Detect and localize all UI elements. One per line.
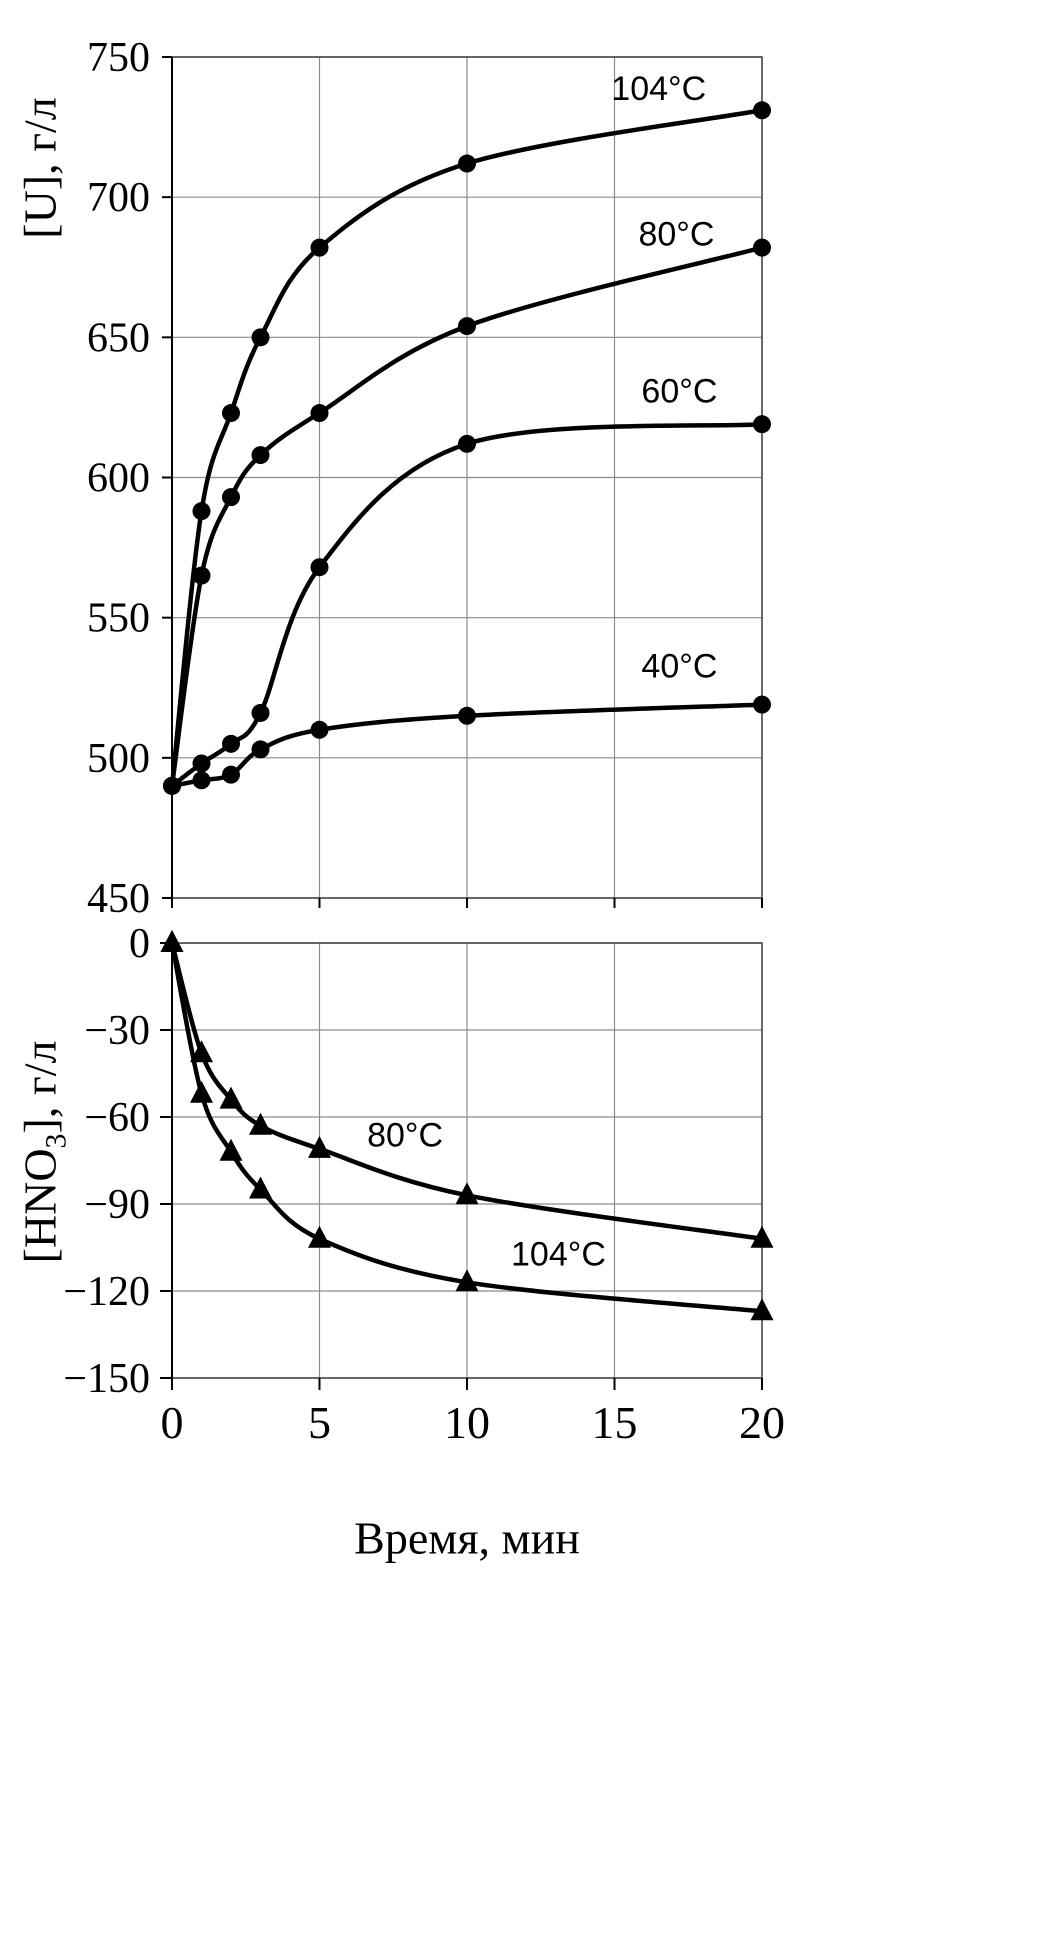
y-tick-label: 700 [87,175,150,221]
series-annotation-label: 60°C [641,373,717,411]
lower-y-axis-title-pre: [HNO [14,1148,66,1264]
x-tick-label: 5 [308,1397,331,1448]
x-axis-title: Время, мин [354,1512,580,1564]
series-line-0 [169,108,765,789]
data-point-triangle [219,1138,243,1161]
y-tick-label: 650 [87,315,150,361]
data-point-circle [222,404,240,423]
data-point-triangle [219,1086,243,1109]
data-point-circle [310,720,329,739]
data-point-triangle [308,1135,331,1158]
data-point-triangle [160,930,184,952]
y-tick-label: −60 [84,1095,150,1141]
data-point-circle [753,415,771,434]
x-tick-label: 10 [444,1397,490,1448]
y-tick-label: −30 [84,1008,150,1054]
data-point-circle [458,317,476,336]
data-point-triangle [750,1225,774,1248]
data-point-triangle [190,1080,213,1103]
data-point-circle [310,404,329,423]
lower-y-axis-title-sub: 3 [39,1133,73,1149]
series-annotation-label: 80°C [638,216,714,254]
data-point-circle [251,740,270,759]
lower-y-axis-title: [HNO3], г/л [14,1040,73,1264]
data-point-triangle [455,1269,479,1292]
y-tick-label: −150 [63,1356,150,1402]
y-tick-label: 450 [87,876,150,922]
data-point-circle [251,446,270,465]
series-line-1 [169,245,765,789]
upper-y-axis-title: [U], г/л [14,97,67,238]
data-point-circle [458,154,476,173]
data-point-triangle [750,1298,774,1321]
data-point-circle [222,734,240,753]
data-point-circle [192,754,211,773]
y-tick-label: 600 [87,456,150,502]
data-point-circle [222,488,240,507]
data-point-triangle [249,1112,272,1135]
series-annotation-label: 104°C [511,1235,606,1273]
upper-plot: 450 500 550 600 650 700 750 104°C 80°C 60°C 40°C [87,35,771,922]
data-point-circle [222,765,240,784]
series-line-2 [169,421,765,789]
data-point-triangle [249,1176,272,1199]
data-point-circle [753,695,771,714]
data-point-circle [251,703,270,722]
data-point-circle [251,328,270,347]
data-point-triangle [190,1040,213,1063]
y-tick-label: 550 [87,596,150,642]
data-point-circle [192,502,211,521]
data-point-circle [192,771,211,790]
data-point-circle [310,558,329,577]
y-tick-label: −120 [63,1269,150,1315]
data-point-circle [458,706,476,725]
x-tick-label: 0 [161,1397,184,1448]
y-tick-label: 750 [87,35,150,81]
series-annotation-label: 104°C [611,70,706,108]
x-tick-label: 15 [592,1397,638,1448]
series-annotation-label: 80°C [367,1116,443,1154]
data-point-circle [310,238,329,257]
upper-y-axis-title-pre: [U], г/л [14,97,66,239]
y-tick-label: −90 [84,1182,150,1228]
data-point-circle [192,566,211,585]
y-tick-label: 500 [87,736,150,782]
data-point-circle [753,101,771,120]
data-point-triangle [455,1182,479,1205]
x-tick-label: 20 [739,1397,785,1448]
data-point-circle [753,238,771,257]
lower-y-axis-title-post: ], г/л [14,1040,66,1134]
series-annotation-label: 40°C [641,647,717,685]
data-point-circle [163,776,181,795]
y-tick-label: 0 [129,921,150,967]
data-point-triangle [308,1225,331,1248]
data-point-circle [458,434,476,453]
